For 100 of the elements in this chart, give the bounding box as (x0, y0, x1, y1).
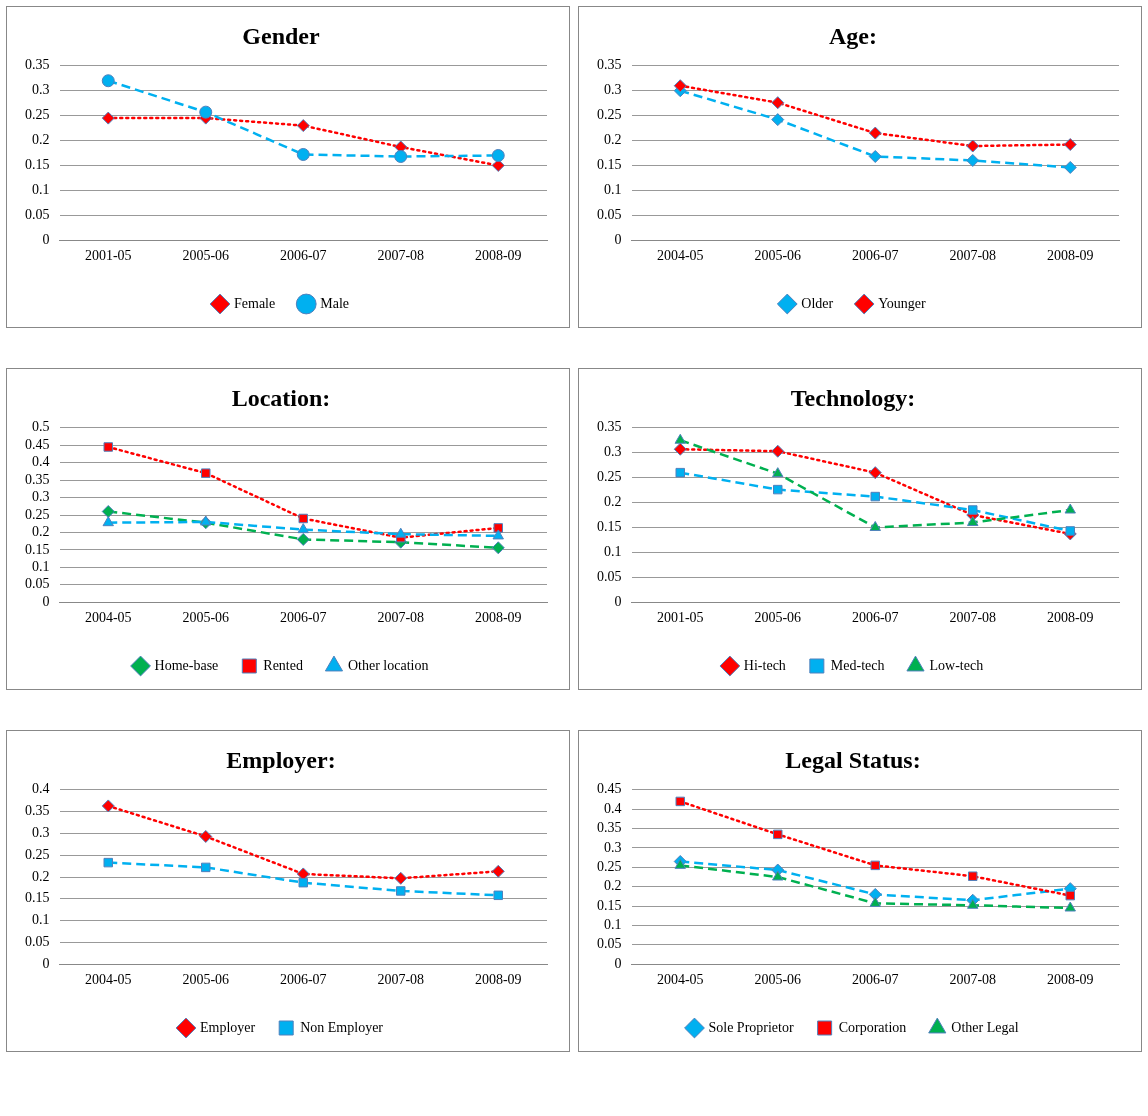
chart-title: Technology: (790, 384, 916, 411)
x-tick-label: 2008-09 (1046, 610, 1094, 626)
y-tick-label: 0.15 (597, 519, 622, 535)
y-tick-label: 0.1 (32, 912, 50, 928)
x-tick-label: 2004-05 (656, 248, 704, 264)
y-tick-label: 0 (614, 231, 622, 247)
legend-label: Rented (263, 657, 303, 673)
x-tick-label: 2005-06 (182, 972, 230, 988)
legend-label: Med-tech (830, 657, 885, 673)
y-tick-label: 0.25 (25, 506, 50, 522)
chart-title: Age: (829, 22, 877, 49)
y-tick-label: 0 (42, 955, 50, 971)
x-tick-label: 2005-06 (754, 610, 802, 626)
x-tick-label: 2007-08 (949, 248, 997, 264)
y-tick-label: 0.35 (25, 803, 50, 819)
legend-label: Hi-tech (743, 657, 786, 673)
x-tick-label: 2007-08 (377, 248, 425, 264)
legend-label: Home-base (154, 657, 219, 673)
legend-label: Younger (878, 295, 927, 311)
y-tick-label: 0.25 (597, 858, 622, 874)
x-tick-label: 2007-08 (377, 972, 425, 988)
y-tick-label: 0.35 (25, 57, 50, 73)
legend-label: Non Employer (300, 1019, 384, 1035)
x-tick-label: 2008-09 (474, 248, 522, 264)
y-tick-label: 0.15 (25, 890, 50, 906)
y-tick-label: 0.25 (597, 469, 622, 485)
y-tick-label: 0.3 (604, 839, 622, 855)
y-tick-label: 0.05 (597, 206, 622, 222)
y-tick-label: 0.2 (32, 132, 50, 148)
legend-label: Male (320, 295, 349, 311)
x-tick-label: 2005-06 (182, 610, 230, 626)
y-tick-label: 0.25 (597, 107, 622, 123)
x-tick-label: 2007-08 (377, 610, 425, 626)
y-tick-label: 0.05 (25, 576, 50, 592)
x-tick-label: 2004-05 (84, 610, 132, 626)
y-tick-label: 0.2 (32, 524, 50, 540)
y-tick-label: 0.35 (597, 419, 622, 435)
legend-label: Older (801, 295, 834, 311)
legend-label: Corporation (838, 1019, 907, 1035)
legend-label: Female (234, 295, 276, 311)
x-tick-label: 2008-09 (1046, 248, 1094, 264)
x-tick-label: 2006-07 (279, 248, 327, 264)
y-tick-label: 0.15 (25, 157, 50, 173)
y-tick-label: 0.05 (597, 936, 622, 952)
x-tick-label: 2001-05 (84, 248, 132, 264)
y-tick-label: 0.25 (25, 846, 50, 862)
y-tick-label: 0.1 (604, 182, 622, 198)
y-tick-label: 0.45 (25, 436, 50, 452)
y-tick-label: 0.1 (32, 182, 50, 198)
chart-title: Gender (242, 22, 320, 49)
y-tick-label: 0.05 (597, 568, 622, 584)
y-tick-label: 0 (42, 593, 50, 609)
y-tick-label: 0.1 (32, 558, 50, 574)
x-tick-label: 2007-08 (949, 972, 997, 988)
y-tick-label: 0.15 (597, 897, 622, 913)
x-tick-label: 2006-07 (851, 248, 899, 264)
y-tick-label: 0.5 (32, 419, 50, 435)
y-tick-label: 0.1 (604, 544, 622, 560)
x-tick-label: 2001-05 (656, 610, 704, 626)
y-tick-label: 0.15 (25, 541, 50, 557)
chart-title: Legal Status: (785, 746, 921, 773)
x-tick-label: 2004-05 (656, 972, 704, 988)
y-tick-label: 0 (614, 955, 622, 971)
x-tick-label: 2006-07 (279, 610, 327, 626)
x-tick-label: 2006-07 (851, 972, 899, 988)
legend-label: Sole Proprietor (708, 1019, 794, 1035)
x-tick-label: 2005-06 (754, 972, 802, 988)
y-tick-label: 0.3 (604, 444, 622, 460)
y-tick-label: 0.2 (604, 878, 622, 894)
x-tick-label: 2004-05 (84, 972, 132, 988)
x-tick-label: 2006-07 (279, 972, 327, 988)
y-tick-label: 0.45 (597, 781, 622, 797)
y-tick-label: 0.4 (604, 800, 622, 816)
y-tick-label: 0.3 (32, 825, 50, 841)
x-tick-label: 2008-09 (474, 610, 522, 626)
legend-label: Other Legal (951, 1019, 1019, 1035)
y-tick-label: 0.4 (32, 454, 50, 470)
x-tick-label: 2005-06 (182, 248, 230, 264)
y-tick-label: 0.3 (32, 489, 50, 505)
chart-title: Location: (231, 384, 331, 411)
y-tick-label: 0.3 (32, 82, 50, 98)
y-tick-label: 0.2 (604, 494, 622, 510)
legend-label: Other location (347, 657, 429, 673)
x-tick-label: 2007-08 (949, 610, 997, 626)
y-tick-label: 0.2 (32, 868, 50, 884)
x-tick-label: 2005-06 (754, 248, 802, 264)
y-tick-label: 0.25 (25, 107, 50, 123)
y-tick-label: 0.2 (604, 132, 622, 148)
y-tick-label: 0.35 (597, 820, 622, 836)
y-tick-label: 0 (614, 593, 622, 609)
x-tick-label: 2006-07 (851, 610, 899, 626)
y-tick-label: 0.05 (25, 934, 50, 950)
x-tick-label: 2008-09 (474, 972, 522, 988)
chart-title: Employer: (226, 746, 336, 773)
y-tick-label: 0.35 (25, 471, 50, 487)
x-tick-label: 2008-09 (1046, 972, 1094, 988)
legend-label: Low-tech (929, 657, 984, 673)
y-tick-label: 0.35 (597, 57, 622, 73)
y-tick-label: 0.05 (25, 206, 50, 222)
y-tick-label: 0.1 (604, 917, 622, 933)
